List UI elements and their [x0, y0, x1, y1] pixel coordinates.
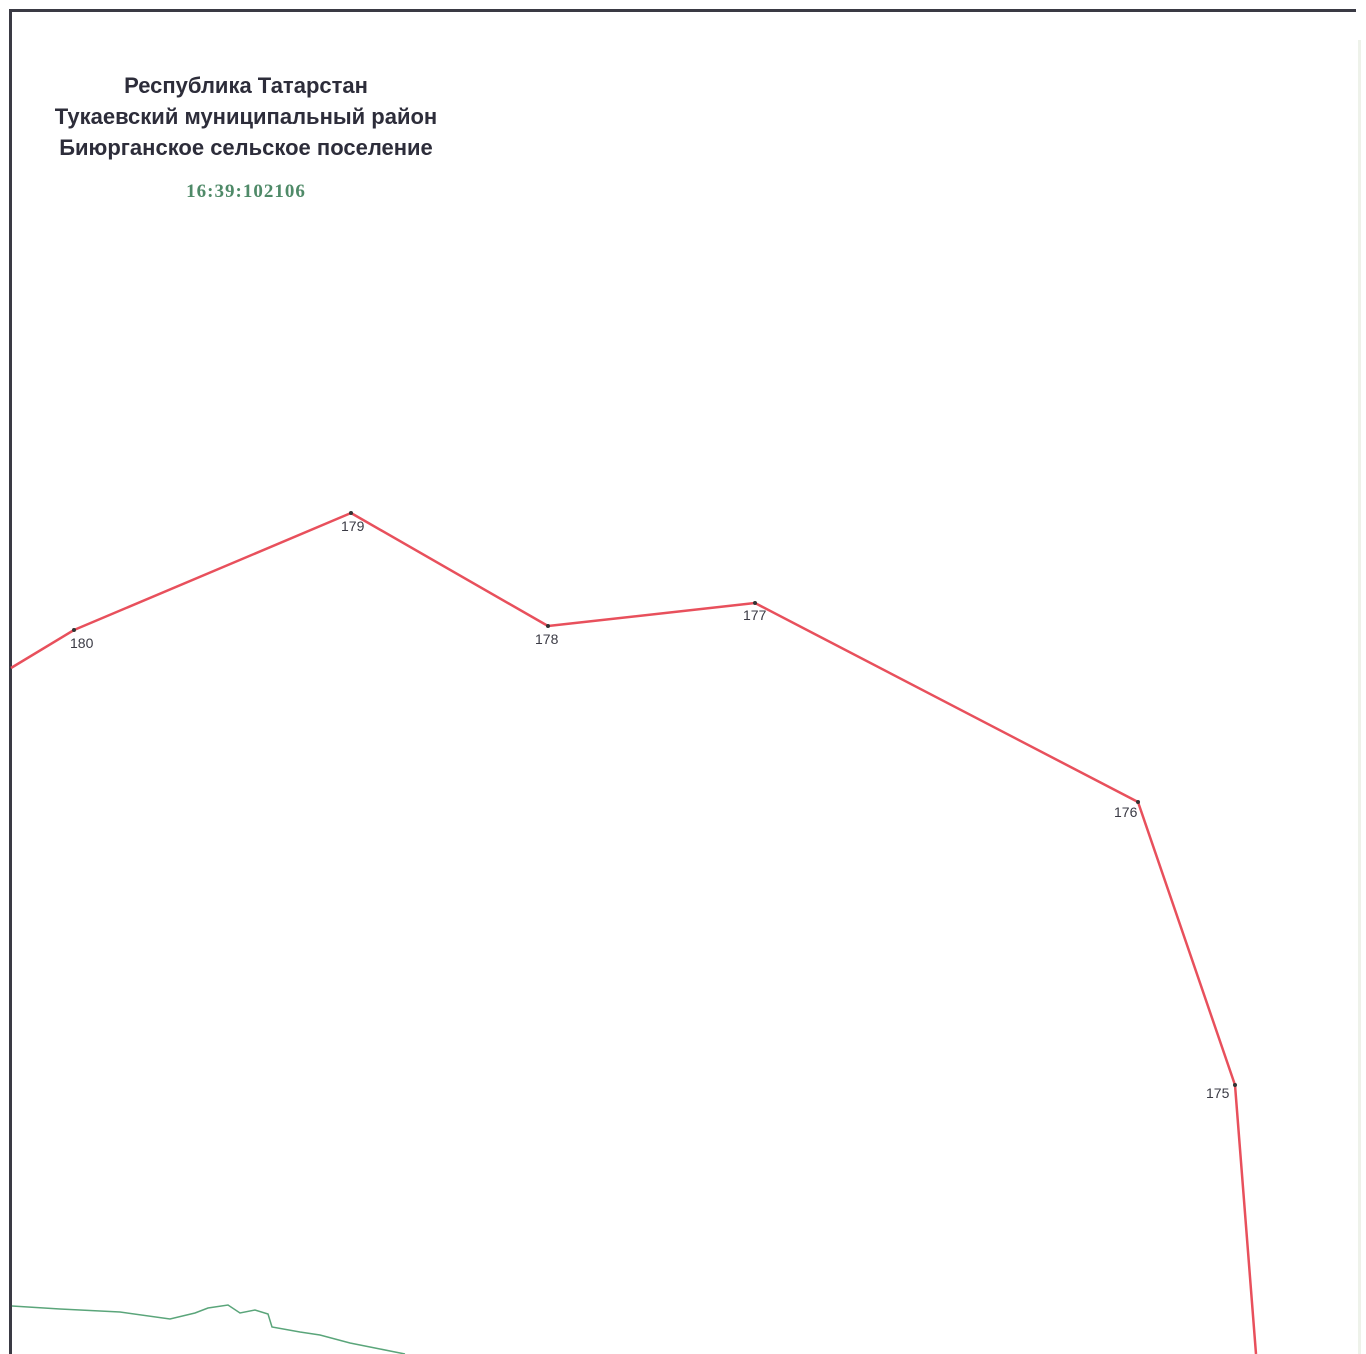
point-label-178: 178: [535, 631, 559, 647]
point-marker-177: [753, 601, 757, 605]
point-marker-180: [72, 628, 76, 632]
point-marker-178: [546, 624, 550, 628]
boundary-line: [10, 511, 1258, 1354]
cadastral-number: 16:39:102106: [186, 181, 306, 202]
point-label-179: 179: [341, 518, 365, 534]
point-label-176: 176: [1114, 804, 1138, 820]
header-district: Тукаевский муниципальный район: [54, 104, 438, 129]
point-marker-179: [349, 511, 353, 515]
map-header: Республика Татарстан Тукаевский муниципа…: [22, 70, 470, 203]
point-label-175: 175: [1206, 1085, 1230, 1101]
green-line-feature: [11, 1304, 406, 1354]
frame-left-border: [9, 9, 12, 1354]
point-marker-175: [1233, 1083, 1237, 1087]
point-marker-176: [1136, 800, 1140, 804]
header-settlement: Биюрганское сельское поселение: [59, 135, 433, 160]
frame-top-border: [10, 9, 1356, 12]
header-republic: Республика Татарстан: [124, 73, 368, 98]
point-label-180: 180: [70, 635, 94, 651]
point-label-177: 177: [743, 607, 767, 623]
frame-right-edge: [1358, 40, 1361, 1354]
